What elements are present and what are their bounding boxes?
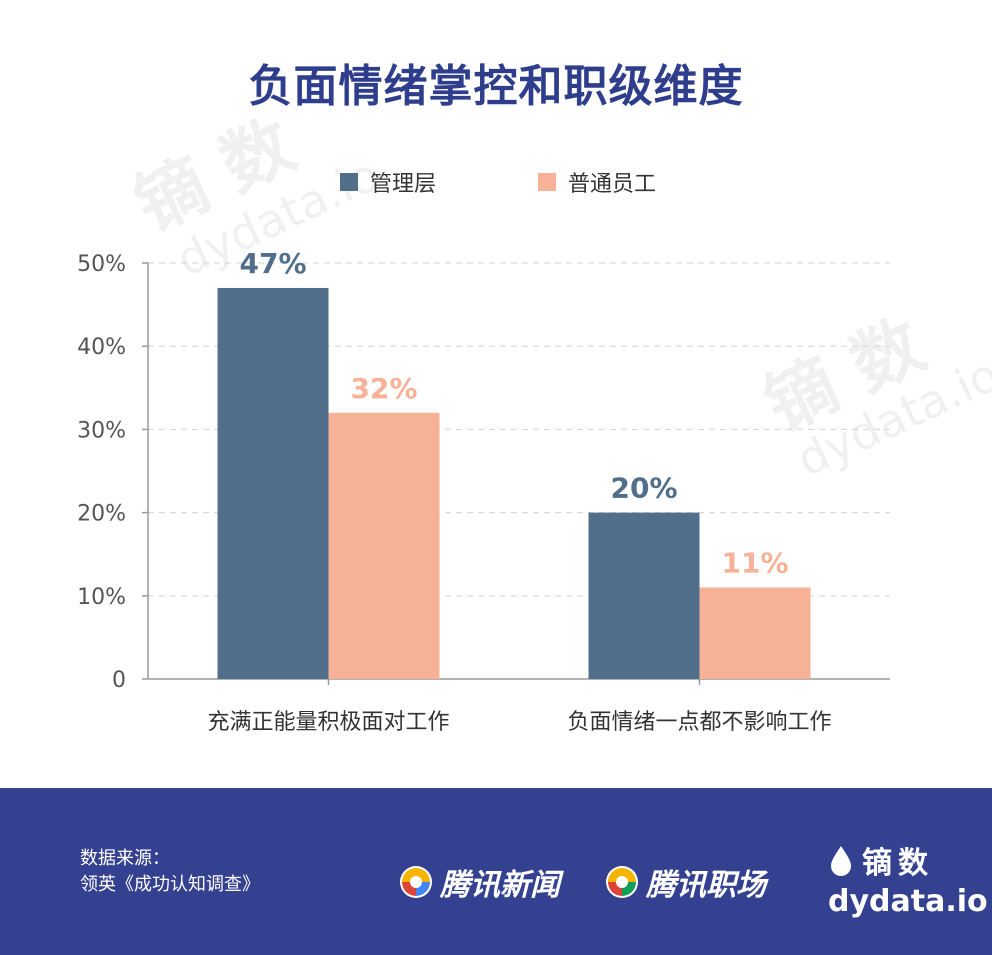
x-tick-label: 充满正能量积极面对工作 xyxy=(207,710,449,735)
data-label: 11% xyxy=(721,546,788,579)
source-text: 领英《成功认知调查》 xyxy=(80,874,260,895)
y-tick-label: 0 xyxy=(112,668,126,693)
x-tick-label: 负面情绪一点都不影响工作 xyxy=(567,710,831,735)
source-title: 数据来源： xyxy=(80,848,170,869)
tencent-career-brand: 腾讯职场 xyxy=(604,860,766,904)
y-tick-label: 20% xyxy=(77,502,126,527)
chart-title: 负面情绪掌控和职级维度 xyxy=(248,61,744,112)
tencent-news-text: 腾讯新闻 xyxy=(440,868,560,903)
bar xyxy=(588,512,700,679)
y-tick-label: 30% xyxy=(77,418,126,443)
bar xyxy=(699,587,811,679)
legend-item-management: 管理层 xyxy=(340,166,436,198)
y-tick-label: 50% xyxy=(77,252,126,277)
bar xyxy=(217,287,329,679)
tencent-news-brand: 腾讯新闻 xyxy=(398,860,560,904)
dydata-logo-cn: 镝数 xyxy=(862,846,934,881)
tencent-career-icon xyxy=(606,866,638,898)
legend-swatch-management xyxy=(340,173,358,191)
dydata-logo: 镝数 dydata.io xyxy=(828,838,988,919)
data-label: 47% xyxy=(239,247,306,280)
data-source: 数据来源： 领英《成功认知调查》 xyxy=(80,846,260,898)
legend-label-staff: 普通员工 xyxy=(568,172,657,197)
legend-item-staff: 普通员工 xyxy=(538,166,656,198)
legend: 管理层 普通员工 xyxy=(0,166,992,198)
tencent-news-icon xyxy=(400,866,432,898)
data-label: 32% xyxy=(350,372,417,405)
data-label: 20% xyxy=(610,472,677,505)
legend-swatch-staff xyxy=(538,173,556,191)
tencent-career-text: 腾讯职场 xyxy=(646,868,766,903)
y-tick-label: 10% xyxy=(77,585,126,610)
dydata-logo-domain: dydata.io xyxy=(828,884,988,919)
legend-label-management: 管理层 xyxy=(370,172,437,197)
bar xyxy=(328,412,440,679)
footer: 数据来源： 领英《成功认知调查》 腾讯新闻 腾讯职场 镝数 dyda xyxy=(0,788,992,955)
y-tick-label: 40% xyxy=(77,335,126,360)
bar-chart: 0 10% 20% 30% 40% 50% 47% 32% 充满正能量积极面对工作 20% 11% 负… xyxy=(77,247,890,735)
drop-icon xyxy=(831,846,851,876)
